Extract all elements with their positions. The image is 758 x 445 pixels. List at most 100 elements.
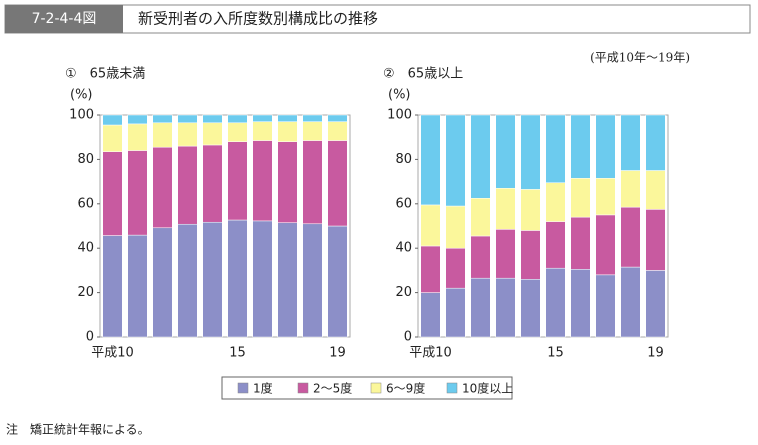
bar-segment: [470, 235, 491, 279]
bar-segment: [570, 269, 591, 338]
bar-segment: [202, 122, 223, 146]
legend-swatch: [446, 382, 458, 394]
bar-segment: [227, 114, 248, 124]
legend-box: [221, 376, 513, 400]
bar-segment: [445, 114, 466, 207]
bar-segment: [595, 214, 616, 276]
subtitle: ② 65歳以上: [383, 67, 463, 82]
x-tick-label: 平成10: [91, 346, 134, 361]
bar-segment: [520, 230, 541, 280]
x-tick-label: 19: [329, 346, 346, 361]
bar-segment: [645, 209, 666, 271]
bar-segment: [127, 123, 148, 151]
plot-frame: [99, 114, 351, 338]
bar-segment: [277, 121, 298, 142]
y-tick-label: 20: [77, 285, 94, 300]
bar-segment: [520, 279, 541, 338]
bar-segment: [102, 151, 123, 236]
bar-segment: [252, 121, 273, 141]
figure-id: 7-2-4-4図: [32, 11, 97, 27]
bar-segment: [177, 223, 198, 338]
y-tick-label: 0: [86, 330, 94, 345]
bar-segment: [327, 225, 348, 338]
bar-segment: [202, 114, 223, 124]
bar-segment: [620, 170, 641, 208]
bar-segment: [545, 182, 566, 222]
bar-segment: [470, 198, 491, 237]
y-tick-label: 60: [395, 196, 412, 211]
legend-swatch: [237, 382, 249, 394]
bar-segment: [277, 141, 298, 223]
x-tick-label: 平成10: [409, 346, 452, 361]
subtitle: ① 65歳未満: [65, 67, 145, 82]
legend-label: 10度以上: [462, 381, 513, 396]
bar-segment: [595, 178, 616, 216]
legend-swatch: [297, 382, 309, 394]
bar-segment: [495, 114, 516, 189]
bar-segment: [445, 205, 466, 249]
bar-segment: [327, 114, 348, 122]
bar-segment: [327, 140, 348, 227]
bar-segment: [227, 219, 248, 338]
bar-segment: [227, 141, 248, 221]
bar-segment: [545, 267, 566, 338]
bar-segment: [620, 114, 641, 171]
bar-segment: [520, 189, 541, 231]
y-tick-label: 80: [77, 152, 94, 167]
bar-segment: [570, 216, 591, 270]
bar-segment: [595, 274, 616, 338]
bar-segment: [645, 114, 666, 171]
bar-segment: [445, 247, 466, 289]
y-tick-label: 60: [77, 196, 94, 211]
header-box: [4, 4, 751, 34]
y-tick-label: 40: [395, 241, 412, 256]
bar-segment: [420, 114, 441, 206]
header-id-box: [5, 5, 123, 33]
bar-segment: [545, 221, 566, 269]
bar-segment: [595, 114, 616, 179]
legend-label: 1度: [253, 381, 273, 396]
bar-segment: [470, 114, 491, 199]
bar-segment: [545, 114, 566, 183]
bar-segment: [102, 124, 123, 152]
bar-segment: [177, 145, 198, 225]
bar-segment: [620, 206, 641, 268]
bar-segment: [420, 245, 441, 293]
x-tick-label: 19: [647, 346, 664, 361]
y-axis-label: (%): [70, 88, 93, 103]
bar-segment: [520, 114, 541, 190]
bar-segment: [495, 277, 516, 338]
bar-segment: [177, 114, 198, 124]
figure-title: 新受刑者の入所度数別構成比の推移: [138, 10, 378, 28]
bar-segment: [177, 122, 198, 147]
x-tick-label: 15: [229, 346, 246, 361]
bar-segment: [277, 222, 298, 338]
y-tick-label: 80: [395, 152, 412, 167]
bar-segment: [645, 170, 666, 210]
bar-segment: [152, 146, 173, 229]
bar-segment: [327, 121, 348, 141]
legend-label: 2～5度: [313, 381, 352, 396]
legend-swatch: [370, 382, 382, 394]
bar-segment: [127, 114, 148, 125]
bar-segment: [277, 114, 298, 122]
bar-segment: [252, 114, 273, 122]
bar-segment: [152, 114, 173, 124]
bar-segment: [202, 221, 223, 338]
note: 注 矯正統計年報による。: [6, 422, 150, 437]
bar-segment: [445, 287, 466, 338]
bar-segment: [152, 227, 173, 338]
bar-segment: [227, 122, 248, 142]
bar-segment: [420, 292, 441, 338]
bar-segment: [570, 178, 591, 218]
bar-segment: [495, 229, 516, 279]
bar-segment: [620, 266, 641, 338]
y-tick-label: 20: [395, 285, 412, 300]
plot-frame: [417, 114, 669, 338]
bar-segment: [302, 223, 323, 338]
bar-segment: [495, 188, 516, 230]
bar-segment: [102, 235, 123, 338]
bar-segment: [302, 114, 323, 122]
y-tick-label: 100: [387, 108, 412, 123]
